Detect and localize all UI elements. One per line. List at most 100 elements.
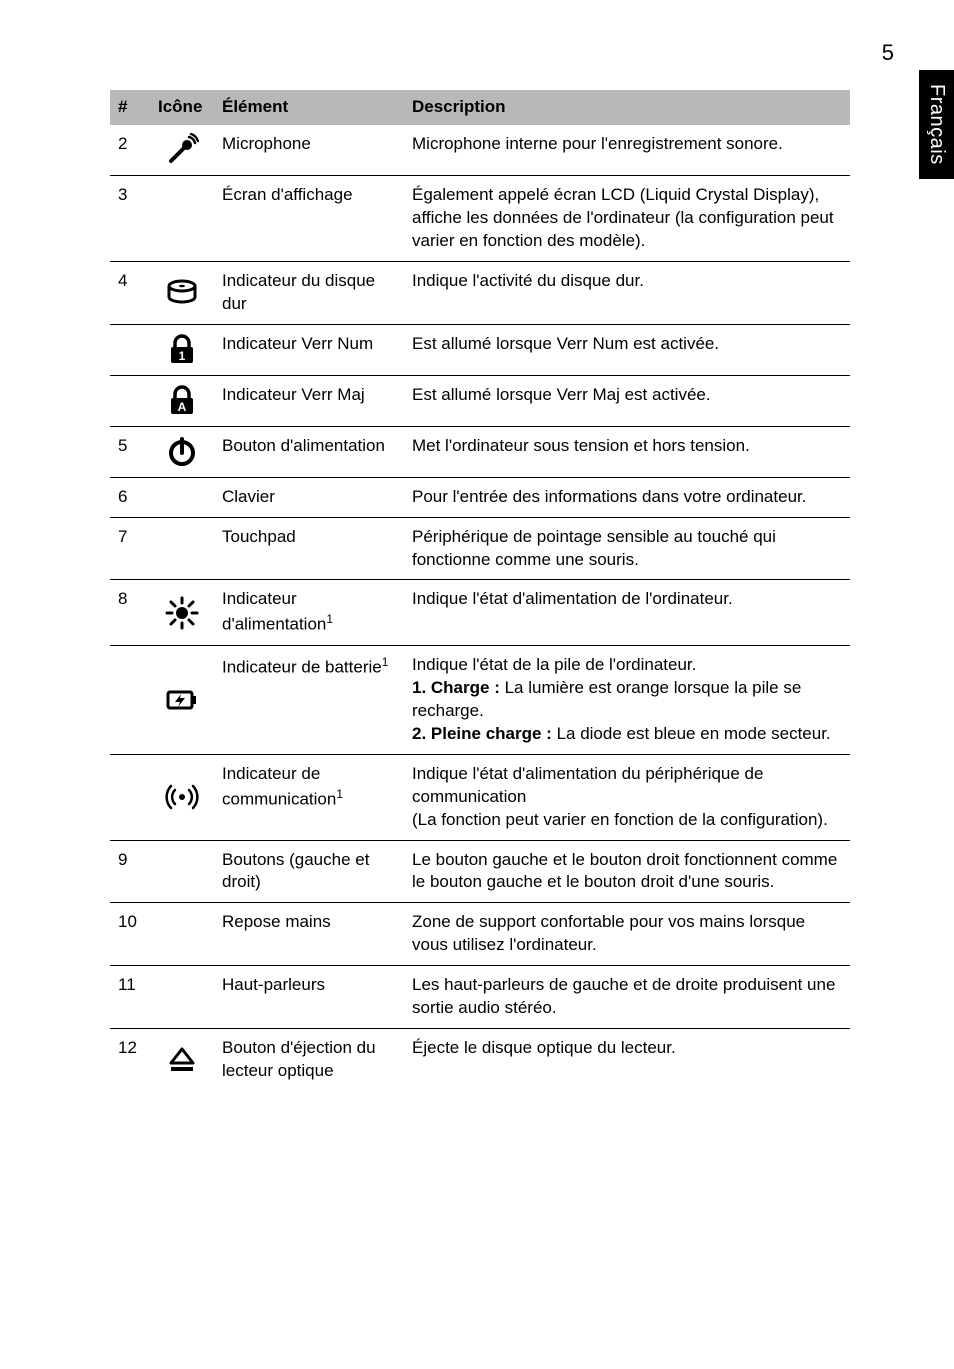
table-row: 5 Bouton d'alimentation Met l'ordinateur s…: [110, 426, 850, 477]
desc-text: Est allumé lorsque Verr Maj est activée.: [412, 385, 711, 404]
row-number: [110, 645, 150, 754]
row-icon-cell: [150, 261, 214, 324]
row-icon-cell: [150, 324, 214, 375]
row-number: 4: [110, 261, 150, 324]
table-row: Indicateur de communication1Indique l'ét…: [110, 754, 850, 840]
row-icon-cell: [150, 903, 214, 966]
row-element: Indicateur de batterie1: [214, 645, 404, 754]
table-row: 3 Écran d'affichageÉgalement appelé écran…: [110, 175, 850, 261]
table-row: 10 Repose mainsZone de support confortabl…: [110, 903, 850, 966]
row-element: Repose mains: [214, 903, 404, 966]
numlock-icon: [158, 333, 206, 367]
desc-bold: 1. Charge :: [412, 678, 500, 697]
table-row: Indicateur Verr MajEst allumé lorsque Ve…: [110, 375, 850, 426]
table-row: 4Indicateur du disque durIndique l'activ…: [110, 261, 850, 324]
row-element: Boutons (gauche et droit): [214, 840, 404, 903]
row-description: Zone de support confortable pour vos mai…: [404, 903, 850, 966]
table-row: 12 Bouton d'éjection du lecteur optique Éj…: [110, 1029, 850, 1091]
components-table: # Icône Élément Description 2MicrophoneM…: [110, 90, 850, 1091]
row-number: 2: [110, 125, 150, 176]
row-description: Indique l'état d'alimentation de l'ordin…: [404, 580, 850, 646]
row-icon-cell: [150, 1029, 214, 1091]
row-description: Éjecte le disque optique du lecteur.: [404, 1029, 850, 1091]
row-number: [110, 324, 150, 375]
power-icon: [158, 435, 206, 469]
row-description: Microphone interne pour l'enregistrement…: [404, 125, 850, 176]
row-element: Haut-parleurs: [214, 966, 404, 1029]
row-element: Indicateur Verr Num: [214, 324, 404, 375]
row-number: 12: [110, 1029, 150, 1091]
row-icon-cell: [150, 966, 214, 1029]
row-icon-cell: [150, 426, 214, 477]
desc-text: Indique l'état d'alimentation de l'ordin…: [412, 589, 733, 608]
row-description: Les haut-parleurs de gauche et de droite…: [404, 966, 850, 1029]
superscript: 1: [326, 612, 333, 626]
table-row: 9 Boutons (gauche et droit)Le bouton gauc…: [110, 840, 850, 903]
desc-text: Indique l'activité du disque dur.: [412, 271, 644, 290]
row-description: Périphérique de pointage sensible au tou…: [404, 517, 850, 580]
microphone-icon: [158, 133, 206, 167]
table-row: Indicateur de batterie1 Indique l'état de…: [110, 645, 850, 754]
col-header-description: Description: [404, 90, 850, 125]
desc-text: Également appelé écran LCD (Liquid Cryst…: [412, 185, 834, 250]
row-icon-cell: [150, 754, 214, 840]
row-icon-cell: [150, 375, 214, 426]
row-element: Indicateur de communication1: [214, 754, 404, 840]
table-header-row: # Icône Élément Description: [110, 90, 850, 125]
col-header-num: #: [110, 90, 150, 125]
eject-icon: [158, 1043, 206, 1077]
desc-text: Indique l'état de la pile de l'ordinateu…: [412, 655, 696, 674]
col-header-icon: Icône: [150, 90, 214, 125]
row-number: 5: [110, 426, 150, 477]
row-icon-cell: [150, 517, 214, 580]
desc-text: Les haut-parleurs de gauche et de droite…: [412, 975, 835, 1017]
table-row: 6ClavierPour l'entrée des informations d…: [110, 477, 850, 517]
desc-text: Zone de support confortable pour vos mai…: [412, 912, 805, 954]
battery-charge-icon: [158, 683, 206, 717]
row-description: Est allumé lorsque Verr Num est activée.: [404, 324, 850, 375]
row-number: [110, 375, 150, 426]
desc-text: Met l'ordinateur sous tension et hors te…: [412, 436, 750, 455]
row-number: 3: [110, 175, 150, 261]
row-number: 6: [110, 477, 150, 517]
desc-text: (La fonction peut varier en fonction de …: [412, 810, 828, 829]
page-number: 5: [882, 40, 894, 66]
superscript: 1: [336, 787, 343, 801]
table-row: 2 MicrophoneMicrophone interne pour l'enr…: [110, 125, 850, 176]
row-number: 10: [110, 903, 150, 966]
desc-text: Périphérique de pointage sensible au tou…: [412, 527, 776, 569]
row-description: Le bouton gauche et le bouton droit fonc…: [404, 840, 850, 903]
row-element: Touchpad: [214, 517, 404, 580]
row-element: Bouton d'alimentation: [214, 426, 404, 477]
desc-bold: 2. Pleine charge :: [412, 724, 552, 743]
row-icon-cell: [150, 645, 214, 754]
disk-icon: [158, 276, 206, 310]
row-element: Microphone: [214, 125, 404, 176]
desc-text: Éjecte le disque optique du lecteur.: [412, 1038, 676, 1057]
row-number: 11: [110, 966, 150, 1029]
superscript: 1: [382, 655, 389, 669]
desc-text: Le bouton gauche et le bouton droit fonc…: [412, 850, 837, 892]
row-icon-cell: [150, 580, 214, 646]
capslock-icon: [158, 384, 206, 418]
sun-icon: [158, 596, 206, 630]
row-description: Indique l'état de la pile de l'ordinateu…: [404, 645, 850, 754]
row-element: Indicateur d'alimentation1: [214, 580, 404, 646]
row-icon-cell: [150, 175, 214, 261]
row-icon-cell: [150, 840, 214, 903]
desc-text: Pour l'entrée des informations dans votr…: [412, 487, 806, 506]
row-description: Pour l'entrée des informations dans votr…: [404, 477, 850, 517]
wireless-icon: [158, 780, 206, 814]
row-description: Indique l'activité du disque dur.: [404, 261, 850, 324]
language-tab: Français: [919, 70, 954, 179]
row-description: Indique l'état d'alimentation du périphé…: [404, 754, 850, 840]
language-tab-label: Français: [925, 84, 948, 165]
table-row: Indicateur Verr NumEst allumé lorsque Ve…: [110, 324, 850, 375]
row-description: Est allumé lorsque Verr Maj est activée.: [404, 375, 850, 426]
row-element: Bouton d'éjection du lecteur optique: [214, 1029, 404, 1091]
row-number: 8: [110, 580, 150, 646]
desc-text: Indique l'état d'alimentation du périphé…: [412, 764, 763, 806]
desc-text: La diode est bleue en mode secteur.: [552, 724, 831, 743]
row-element: Écran d'affichage: [214, 175, 404, 261]
row-number: 9: [110, 840, 150, 903]
